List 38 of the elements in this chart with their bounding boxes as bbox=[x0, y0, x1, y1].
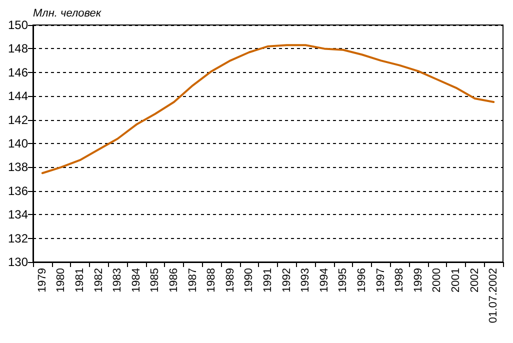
line-series bbox=[41, 44, 495, 174]
x-tick-label: 1979 bbox=[36, 268, 48, 292]
x-tick-label: 1988 bbox=[206, 268, 218, 292]
x-tick-label: 1999 bbox=[412, 268, 424, 292]
x-tick-label: 1987 bbox=[186, 268, 199, 292]
x-tick-label: 1982 bbox=[92, 268, 105, 292]
x-tick-label: 1985 bbox=[149, 268, 162, 292]
y-tick-label: 140 bbox=[8, 136, 28, 150]
x-tick-label: 1990 bbox=[243, 268, 256, 292]
y-tick-label: 134 bbox=[8, 208, 28, 222]
x-tick-label: 2000 bbox=[431, 268, 444, 292]
y-tick-label: 144 bbox=[8, 89, 28, 104]
y-tick-label: 142 bbox=[8, 112, 28, 127]
x-tick-label: 1997 bbox=[374, 268, 387, 292]
x-tick-label: 1991 bbox=[262, 268, 274, 292]
x-tick-label: 1989 bbox=[224, 268, 236, 292]
x-tick-label: 1995 bbox=[337, 268, 350, 292]
x-tick-label: 1986 bbox=[168, 268, 180, 292]
x-tick-label: 1994 bbox=[318, 268, 330, 292]
x-tick-label: 2001 bbox=[450, 268, 462, 292]
x-tick-label: 1992 bbox=[280, 268, 293, 292]
y-tick-label: 146 bbox=[8, 65, 28, 80]
y-tick-label: 138 bbox=[8, 160, 28, 174]
x-tick-label: 1993 bbox=[300, 268, 312, 292]
x-tick-label: 1980 bbox=[55, 268, 68, 292]
x-tick-label: 1996 bbox=[356, 268, 368, 292]
y-tick-label: 148 bbox=[8, 42, 28, 56]
y-tick-label: 136 bbox=[8, 184, 28, 198]
x-tick-label: 01.07.2002 bbox=[488, 268, 500, 324]
y-tick-label: 150 bbox=[8, 18, 28, 32]
y-tick-label: 132 bbox=[8, 231, 28, 246]
x-tick-label: 2002 bbox=[468, 268, 481, 292]
y-axis-title: Млн. человек bbox=[33, 8, 102, 20]
x-tick-label: 1981 bbox=[74, 268, 86, 292]
x-tick-label: 1983 bbox=[112, 268, 124, 292]
x-tick-label: 1984 bbox=[130, 268, 142, 292]
y-tick-label: 130 bbox=[8, 255, 28, 269]
x-tick-label: 1998 bbox=[394, 268, 406, 292]
